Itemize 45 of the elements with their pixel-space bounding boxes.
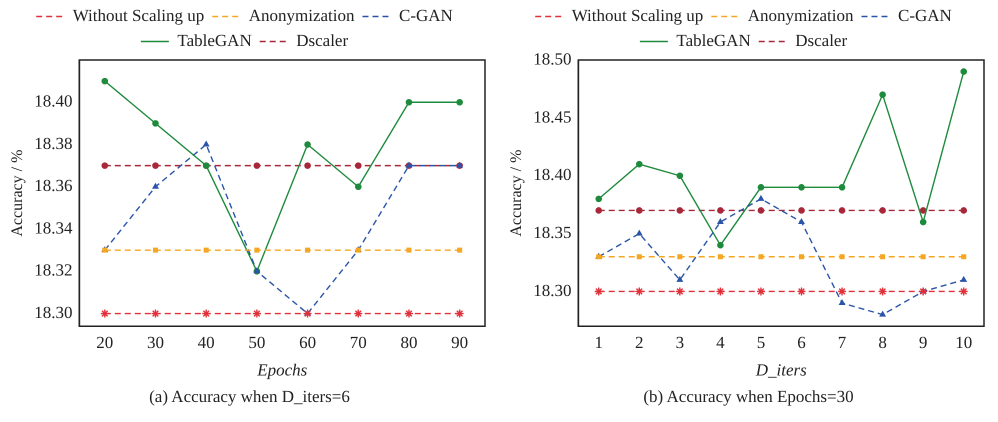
- x-axis-title: D_iters: [754, 360, 808, 380]
- x-tick-label: 70: [350, 332, 367, 352]
- legend-label: Dscaler: [296, 30, 348, 50]
- y-tick-label: 18.40: [34, 92, 72, 111]
- x-tick-label: 40: [198, 332, 215, 352]
- y-tick-label: 18.36: [34, 176, 72, 196]
- x-tick-label: 2: [635, 332, 644, 352]
- legend-label: C-GAN: [898, 6, 952, 25]
- legend-label: Dscaler: [795, 30, 848, 50]
- x-tick-label: 80: [400, 332, 418, 352]
- x-tick-label: 20: [96, 332, 114, 352]
- y-tick-label: 18.50: [533, 49, 572, 68]
- y-tick-label: 18.32: [34, 260, 72, 280]
- legend-label: C-GAN: [398, 6, 453, 25]
- y-tick-label: 18.38: [34, 134, 72, 153]
- legend-label: TableGAN: [177, 30, 252, 50]
- y-axis-title: Accuracy / %: [8, 150, 26, 237]
- y-tick-label: 18.40: [533, 165, 572, 184]
- legend-label: Anonymization: [248, 6, 355, 25]
- x-tick-label: 50: [248, 332, 266, 352]
- legend-label: Without Scaling up: [72, 6, 204, 25]
- x-tick-label: 5: [756, 332, 766, 352]
- x-axis-title: Epochs: [256, 360, 308, 380]
- x-tick-label: 90: [451, 332, 468, 352]
- y-tick-label: 18.45: [533, 107, 572, 126]
- x-tick-label: 9: [918, 332, 928, 352]
- x-tick-label: 6: [797, 332, 806, 352]
- x-tick-label: 7: [838, 332, 847, 352]
- y-tick-label: 18.34: [34, 218, 73, 238]
- legend-label: Anonymization: [748, 6, 854, 25]
- x-tick-label: 4: [716, 332, 726, 352]
- legend-label: TableGAN: [676, 30, 751, 50]
- y-axis-title: Accuracy / %: [508, 150, 525, 237]
- x-tick-label: 60: [299, 332, 316, 352]
- text: (a) Accuracy when D_iters=6: [149, 387, 350, 407]
- x-tick-label: 8: [878, 332, 887, 352]
- text: (b) Accuracy when Epochs=30: [643, 387, 854, 407]
- x-tick-label: 10: [955, 332, 972, 352]
- y-tick-label: 18.30: [34, 302, 72, 322]
- x-tick-label: 1: [594, 332, 603, 352]
- y-tick-label: 18.30: [533, 280, 572, 300]
- legend-label: Without Scaling up: [572, 6, 704, 25]
- x-tick-label: 30: [146, 332, 164, 352]
- x-tick-label: 3: [676, 332, 684, 352]
- y-tick-label: 18.35: [533, 223, 572, 242]
